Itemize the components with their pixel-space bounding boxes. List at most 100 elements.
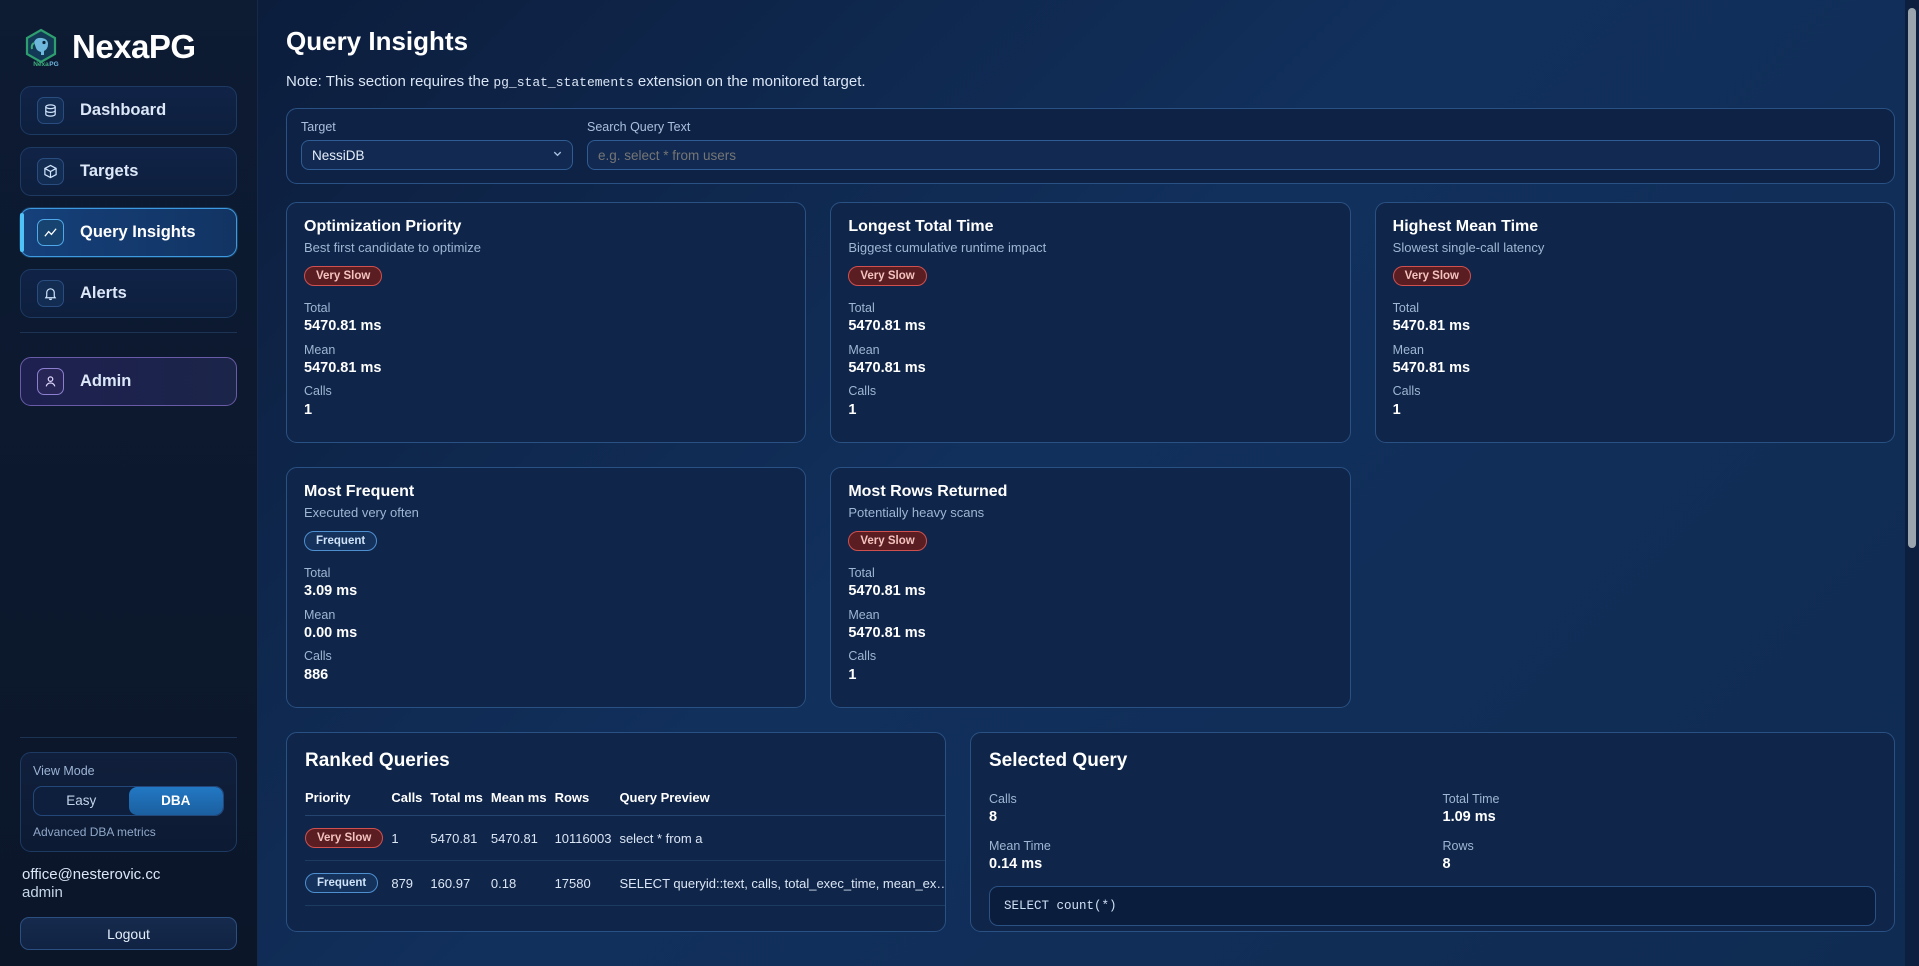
sidebar-item-admin[interactable]: Admin	[20, 357, 237, 406]
metric-calls-value: 886	[304, 666, 329, 683]
metric-mean-value: 5470.81 ms	[848, 359, 926, 376]
database-icon	[37, 97, 64, 124]
metric-calls-value: 1	[304, 401, 313, 418]
metric-card-subtitle: Slowest single-call latency	[1392, 240, 1545, 255]
metric-calls-value: 1	[1392, 401, 1401, 418]
metric-calls-label: Calls	[1392, 384, 1421, 399]
selected-total-time-value: 1.09 ms	[1442, 808, 1496, 825]
metric-card-rows: Total 5470.81 ms Mean 5470.81 ms Calls 1	[848, 564, 1332, 685]
sidebar-nav: Dashboard Targets Query Insights	[0, 76, 257, 318]
metric-total-value: 5470.81 ms	[304, 318, 382, 335]
metric-mean-label: Mean	[304, 607, 336, 622]
selected-calls: Calls 8	[989, 790, 1423, 825]
view-mode-card: View Mode Easy DBA Advanced DBA metrics	[20, 751, 237, 852]
metric-card-highest-mean-time[interactable]: Highest Mean Time Slowest single-call la…	[1374, 202, 1895, 444]
page-note: Note: This section requires the pg_stat_…	[286, 73, 1895, 90]
page-note-suffix: extension on the monitored target.	[633, 73, 866, 90]
metric-card-grid: Optimization Priority Best first candida…	[286, 202, 1895, 709]
user-email: office@nesterovic.cc	[22, 865, 161, 883]
metric-card-subtitle: Best first candidate to optimize	[304, 240, 482, 255]
metric-card-rows: Total 3.09 ms Mean 0.00 ms Calls 886	[304, 564, 788, 685]
sidebar-divider	[20, 332, 237, 333]
metric-card-subtitle: Executed very often	[304, 505, 419, 521]
table-row[interactable]: Very Slow 1 5470.81 5470.81 10116003 sel…	[305, 815, 945, 862]
filter-bar: Target NessiDB Search Query Text	[286, 108, 1895, 184]
page-note-prefix: Note: This section requires the	[286, 73, 494, 90]
main-content: Query Insights Note: This section requir…	[258, 0, 1919, 966]
search-field: Search Query Text	[587, 120, 1880, 170]
target-select[interactable]: NessiDB	[301, 140, 573, 170]
sidebar-item-query-insights[interactable]: Query Insights	[20, 208, 237, 257]
sidebar: Nexa PG NexaPG Dashboard	[0, 0, 258, 966]
metric-card-subtitle: Biggest cumulative runtime impact	[848, 240, 1047, 255]
metric-calls-label: Calls	[848, 384, 877, 399]
view-mode-hint: Advanced DBA metrics	[33, 824, 156, 839]
metric-calls-label: Calls	[304, 649, 332, 664]
target-field: Target NessiDB	[301, 120, 573, 170]
search-input[interactable]	[587, 140, 1880, 170]
column-header-query-preview[interactable]: Query Preview	[619, 790, 945, 817]
selected-total-time-label: Total Time	[1442, 792, 1500, 807]
cell-query-preview: select * from a	[619, 815, 945, 862]
metric-total-value: 5470.81 ms	[848, 583, 926, 600]
selected-query-panel: Selected Query Calls 8 Total Time 1.09 m…	[970, 732, 1895, 933]
selected-query-stats: Calls 8 Total Time 1.09 ms Mean Time 0.1…	[989, 790, 1876, 872]
target-select-wrap: NessiDB	[301, 140, 573, 170]
page-scrollbar-thumb[interactable]	[1908, 8, 1916, 548]
metric-total-value: 3.09 ms	[304, 583, 358, 600]
cell-rows: 17580	[554, 860, 620, 907]
metric-total-label: Total	[1392, 301, 1420, 315]
metric-card-optimization-priority[interactable]: Optimization Priority Best first candida…	[286, 202, 807, 444]
metric-calls-value: 1	[848, 666, 857, 683]
metric-calls-label: Calls	[304, 384, 332, 399]
metric-card-title: Highest Mean Time	[1392, 218, 1539, 235]
table-row[interactable]: Frequent 879 160.97 0.18 17580 SELECT qu…	[305, 860, 945, 907]
line-chart-icon	[37, 219, 64, 246]
metric-mean-label: Mean	[1392, 342, 1424, 357]
metric-card-most-rows-returned[interactable]: Most Rows Returned Potentially heavy sca…	[830, 467, 1351, 709]
page-note-code: pg_stat_statements	[493, 75, 634, 90]
sidebar-item-label: Alerts	[80, 284, 127, 302]
column-header-calls[interactable]: Calls	[391, 790, 431, 817]
metric-card-most-frequent[interactable]: Most Frequent Executed very often Freque…	[286, 467, 807, 709]
metric-card-title: Most Frequent	[304, 483, 415, 501]
metric-mean-value: 5470.81 ms	[304, 359, 382, 376]
status-badge: Very Slow	[1392, 266, 1471, 286]
status-badge: Very Slow	[304, 266, 383, 286]
metric-card-longest-total-time[interactable]: Longest Total Time Biggest cumulative ru…	[830, 202, 1351, 444]
selected-calls-value: 8	[989, 808, 998, 825]
view-mode-option-easy[interactable]: Easy	[66, 793, 97, 808]
sidebar-bottom-divider	[20, 736, 237, 738]
status-badge: Very Slow	[848, 531, 927, 552]
brand-title: NexaPG	[72, 28, 196, 65]
cell-mean-ms: 0.18	[490, 860, 555, 907]
logout-button[interactable]: Logout	[20, 917, 237, 950]
column-header-total-ms[interactable]: Total ms	[430, 790, 491, 817]
ranked-queries-table: Priority Calls Total ms Mean ms Rows Que…	[305, 790, 945, 907]
user-role: admin	[22, 884, 63, 902]
selected-total-time: Total Time 1.09 ms	[1443, 790, 1877, 825]
metric-total-label: Total	[848, 301, 875, 315]
priority-badge: Frequent	[305, 873, 379, 894]
sidebar-item-targets[interactable]: Targets	[20, 147, 237, 196]
view-mode-option-dba[interactable]: DBA	[128, 786, 223, 815]
selected-query-sql[interactable]: SELECT count(*)	[989, 885, 1876, 926]
sidebar-item-label: Targets	[80, 162, 139, 180]
column-header-priority[interactable]: Priority	[305, 790, 392, 817]
metric-mean-value: 5470.81 ms	[1392, 359, 1471, 376]
metric-card-rows: Total 5470.81 ms Mean 5470.81 ms Calls 1	[1393, 299, 1877, 420]
view-mode-toggle[interactable]: Easy DBA	[33, 785, 224, 816]
sidebar-item-dashboard[interactable]: Dashboard	[20, 86, 237, 135]
page-scrollbar[interactable]	[1905, 0, 1919, 966]
selected-query-title: Selected Query	[989, 750, 1128, 772]
status-badge: Frequent	[304, 531, 378, 552]
sidebar-item-alerts[interactable]: Alerts	[20, 269, 237, 318]
selected-mean-time: Mean Time 0.14 ms	[989, 837, 1423, 872]
column-header-rows[interactable]: Rows	[554, 790, 620, 817]
metric-total-label: Total	[304, 566, 331, 581]
selected-mean-time-label: Mean Time	[989, 838, 1051, 853]
target-field-label: Target	[301, 120, 336, 134]
metric-card-rows: Total 5470.81 ms Mean 5470.81 ms Calls 1	[848, 299, 1332, 420]
column-header-mean-ms[interactable]: Mean ms	[490, 790, 555, 817]
